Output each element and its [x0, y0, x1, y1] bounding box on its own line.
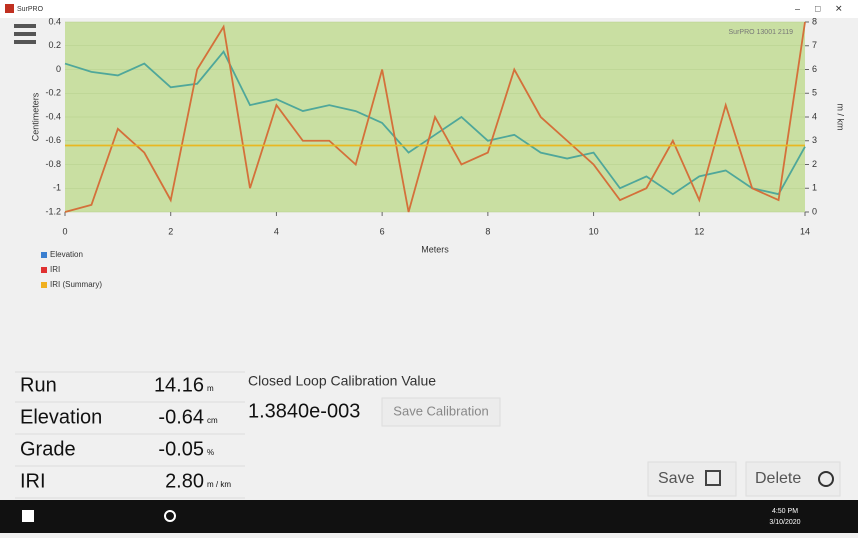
- x-axis-label: Meters: [421, 244, 449, 254]
- y2-tick-label: 8: [812, 16, 817, 26]
- y-tick-label: -0.8: [45, 159, 61, 169]
- y2-tick-label: 1: [812, 183, 817, 193]
- y2-tick-label: 4: [812, 111, 817, 121]
- series-line: [64, 50, 806, 196]
- x-tick-label: 4: [274, 226, 279, 236]
- x-tick-label: 10: [589, 226, 599, 236]
- y-axis-label: Centimeters: [30, 92, 40, 141]
- clock-date: 3/10/2020: [769, 519, 800, 526]
- window-title: SurPRO: [17, 6, 44, 13]
- y-tick-label: -1.2: [45, 206, 61, 216]
- y2-tick-label: 3: [812, 135, 817, 145]
- delete-button[interactable]: [745, 461, 841, 497]
- y2-tick-label: 6: [812, 64, 817, 74]
- y2-tick-label: 2: [812, 159, 817, 169]
- save-label: Save: [658, 470, 695, 487]
- x-tick-label: 14: [800, 226, 810, 236]
- series-line: [64, 21, 806, 213]
- y2-axis-label: m / km: [836, 104, 846, 131]
- readout-label: IRI: [20, 470, 46, 492]
- app-icon: [5, 4, 14, 13]
- save-button[interactable]: [647, 461, 737, 497]
- menu-icon[interactable]: [14, 24, 36, 44]
- readout-unit: %: [207, 448, 214, 457]
- delete-label: Delete: [755, 470, 801, 487]
- legend-swatch: [41, 252, 47, 258]
- y-tick-label: 0.4: [48, 16, 61, 26]
- clock-time: 4:50 PM: [772, 508, 798, 515]
- legend-swatch: [41, 267, 47, 273]
- x-tick-label: 6: [380, 226, 385, 236]
- y2-tick-label: 0: [812, 206, 817, 216]
- x-tick-label: 8: [485, 226, 490, 236]
- save-icon: [705, 470, 721, 486]
- readout-value: -0.05: [158, 438, 204, 460]
- readout-label: Run: [20, 374, 57, 396]
- readout-label: Elevation: [20, 406, 102, 428]
- save-calibration-button[interactable]: [381, 397, 501, 427]
- readout-label: Grade: [20, 438, 76, 460]
- delete-icon: [818, 471, 834, 487]
- title-bar: [0, 0, 858, 18]
- y-tick-label: 0.2: [48, 40, 61, 50]
- y2-tick-label: 5: [812, 88, 817, 98]
- legend-label: IRI (Summary): [50, 280, 102, 289]
- x-tick-label: 2: [168, 226, 173, 236]
- minimize[interactable]: –: [795, 3, 800, 13]
- start-button[interactable]: [22, 510, 34, 522]
- taskbar: [0, 500, 858, 533]
- y-tick-label: 0: [56, 64, 61, 74]
- y-tick-label: -0.6: [45, 135, 61, 145]
- readout-value: 14.16: [154, 374, 204, 396]
- readout-unit: cm: [207, 416, 218, 425]
- annotation: SurPRO 13001 2119: [729, 29, 794, 36]
- readout-value: 2.80: [165, 470, 204, 492]
- calibration-title: Closed Loop Calibration Value: [248, 373, 436, 389]
- readout-value: -0.64: [158, 406, 204, 428]
- y-tick-label: -1: [53, 183, 61, 193]
- x-tick-label: 12: [694, 226, 704, 236]
- y-tick-label: -0.2: [45, 88, 61, 98]
- close[interactable]: ✕: [835, 3, 843, 13]
- cortana[interactable]: [164, 510, 176, 522]
- x-tick-label: 0: [62, 226, 67, 236]
- save-calibration-label: Save Calibration: [393, 403, 488, 418]
- y-tick-label: -0.4: [45, 111, 61, 121]
- calibration-value: 1.3840e-003: [248, 400, 360, 422]
- legend-swatch: [41, 282, 47, 288]
- readouts: Run 14.16 m Elevation -0.64 cm Grade -0.05 % IRI 2…: [15, 374, 245, 499]
- readout-unit: m / km: [207, 480, 231, 489]
- y2-tick-label: 7: [812, 40, 817, 50]
- readout-unit: m: [207, 384, 214, 393]
- legend-label: IRI: [50, 265, 60, 274]
- maximize[interactable]: □: [815, 3, 821, 13]
- legend-label: Elevation: [50, 250, 83, 259]
